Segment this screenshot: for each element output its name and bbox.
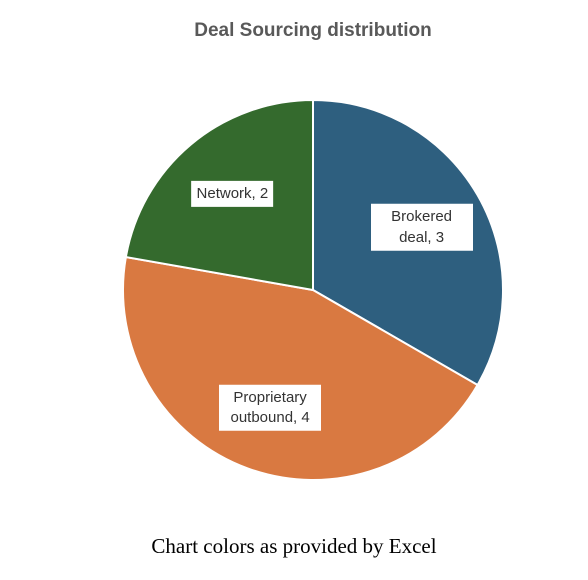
pie-slice xyxy=(122,255,479,481)
data-label: Brokered deal, 3 xyxy=(370,204,473,251)
caption: Chart colors as provided by Excel xyxy=(151,534,437,558)
data-label: Network, 2 xyxy=(191,180,274,208)
data-label: Proprietary outbound, 4 xyxy=(219,384,322,432)
chart-title: Deal Sourcing distribution xyxy=(194,20,432,41)
